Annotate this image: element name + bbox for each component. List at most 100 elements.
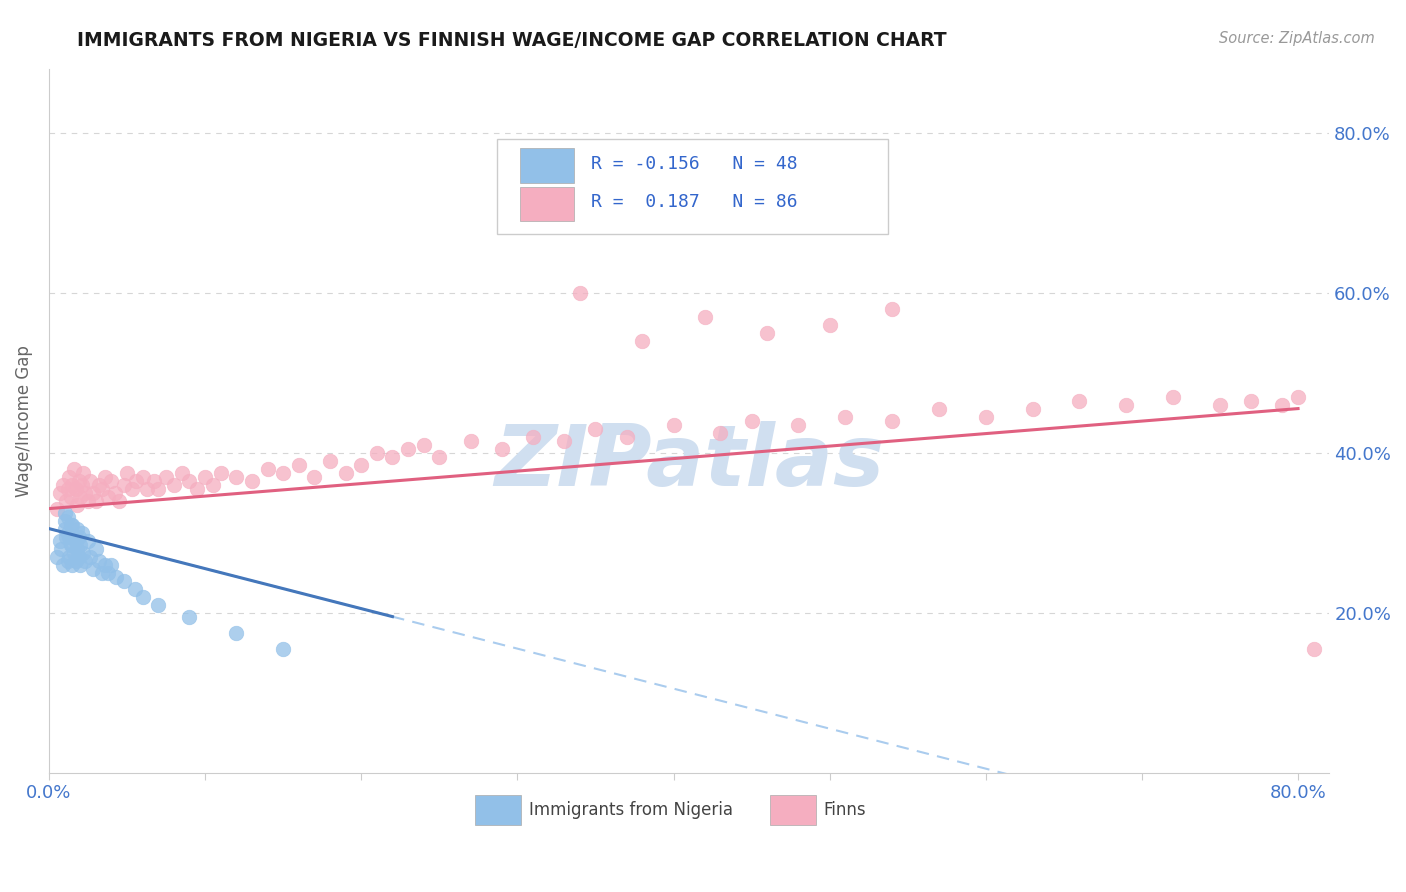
- Point: [60, 477, 83, 491]
- Point: [928, 401, 950, 416]
- Point: [70, 477, 93, 491]
- Point: [45, 549, 67, 564]
- Point: [662, 417, 685, 432]
- Point: [1209, 398, 1232, 412]
- Point: [834, 409, 856, 424]
- Point: [818, 318, 841, 332]
- Point: [82, 485, 104, 500]
- Point: [65, 533, 87, 548]
- Point: [69, 538, 91, 552]
- Point: [100, 558, 122, 572]
- Point: [100, 474, 122, 488]
- Point: [84, 493, 107, 508]
- Point: [82, 561, 104, 575]
- Point: [56, 482, 79, 496]
- FancyBboxPatch shape: [498, 139, 887, 234]
- Point: [73, 485, 96, 500]
- Point: [583, 421, 606, 435]
- Point: [787, 417, 810, 432]
- Point: [91, 566, 114, 580]
- Point: [72, 546, 94, 560]
- Point: [63, 546, 86, 560]
- Point: [1161, 390, 1184, 404]
- Point: [55, 493, 77, 508]
- Point: [304, 469, 326, 483]
- Point: [60, 538, 83, 552]
- Point: [56, 525, 79, 540]
- Point: [66, 541, 89, 556]
- Point: [136, 482, 159, 496]
- Point: [58, 549, 80, 564]
- Point: [631, 334, 654, 348]
- Point: [65, 553, 87, 567]
- Point: [94, 469, 117, 483]
- Text: ZIPatlas: ZIPatlas: [494, 421, 884, 504]
- Point: [56, 553, 79, 567]
- Text: IMMIGRANTS FROM NIGERIA VS FINNISH WAGE/INCOME GAP CORRELATION CHART: IMMIGRANTS FROM NIGERIA VS FINNISH WAGE/…: [77, 31, 948, 50]
- Point: [366, 445, 388, 459]
- Point: [97, 490, 120, 504]
- Point: [91, 482, 114, 496]
- Point: [396, 442, 419, 456]
- Point: [112, 574, 135, 588]
- Point: [112, 477, 135, 491]
- Text: R = -0.156   N = 48: R = -0.156 N = 48: [591, 154, 797, 172]
- Point: [1240, 393, 1263, 408]
- Point: [87, 553, 110, 567]
- FancyBboxPatch shape: [475, 795, 522, 825]
- Point: [131, 590, 153, 604]
- Point: [1271, 398, 1294, 412]
- Point: [271, 466, 294, 480]
- Point: [72, 466, 94, 480]
- Point: [67, 530, 90, 544]
- Point: [108, 493, 131, 508]
- Point: [87, 477, 110, 491]
- Point: [142, 474, 165, 488]
- Point: [240, 474, 263, 488]
- Text: Immigrants from Nigeria: Immigrants from Nigeria: [529, 801, 733, 819]
- Point: [63, 530, 86, 544]
- Point: [59, 490, 82, 504]
- FancyBboxPatch shape: [520, 186, 574, 221]
- Point: [45, 501, 67, 516]
- Point: [115, 466, 138, 480]
- FancyBboxPatch shape: [520, 148, 574, 183]
- Point: [335, 466, 357, 480]
- Point: [65, 482, 87, 496]
- Text: Source: ZipAtlas.com: Source: ZipAtlas.com: [1219, 31, 1375, 46]
- Point: [84, 541, 107, 556]
- Point: [616, 429, 638, 443]
- Point: [53, 522, 76, 536]
- Point: [553, 434, 575, 448]
- Point: [60, 517, 83, 532]
- Point: [121, 482, 143, 496]
- Point: [105, 569, 128, 583]
- Point: [131, 469, 153, 483]
- Point: [460, 434, 482, 448]
- Point: [69, 558, 91, 572]
- Point: [256, 461, 278, 475]
- Point: [59, 538, 82, 552]
- Point: [125, 474, 148, 488]
- Point: [880, 301, 903, 316]
- Point: [52, 477, 75, 491]
- Point: [63, 461, 86, 475]
- Point: [1021, 401, 1043, 416]
- Point: [77, 493, 100, 508]
- Point: [163, 477, 186, 491]
- Point: [412, 437, 434, 451]
- Point: [155, 469, 177, 483]
- Point: [381, 450, 404, 464]
- Point: [103, 485, 125, 500]
- Point: [319, 453, 342, 467]
- Point: [741, 414, 763, 428]
- Point: [94, 558, 117, 572]
- Point: [49, 533, 72, 548]
- Point: [491, 442, 513, 456]
- Point: [709, 425, 731, 440]
- Point: [568, 285, 591, 300]
- Point: [56, 509, 79, 524]
- Point: [194, 469, 217, 483]
- Point: [53, 514, 76, 528]
- Point: [70, 525, 93, 540]
